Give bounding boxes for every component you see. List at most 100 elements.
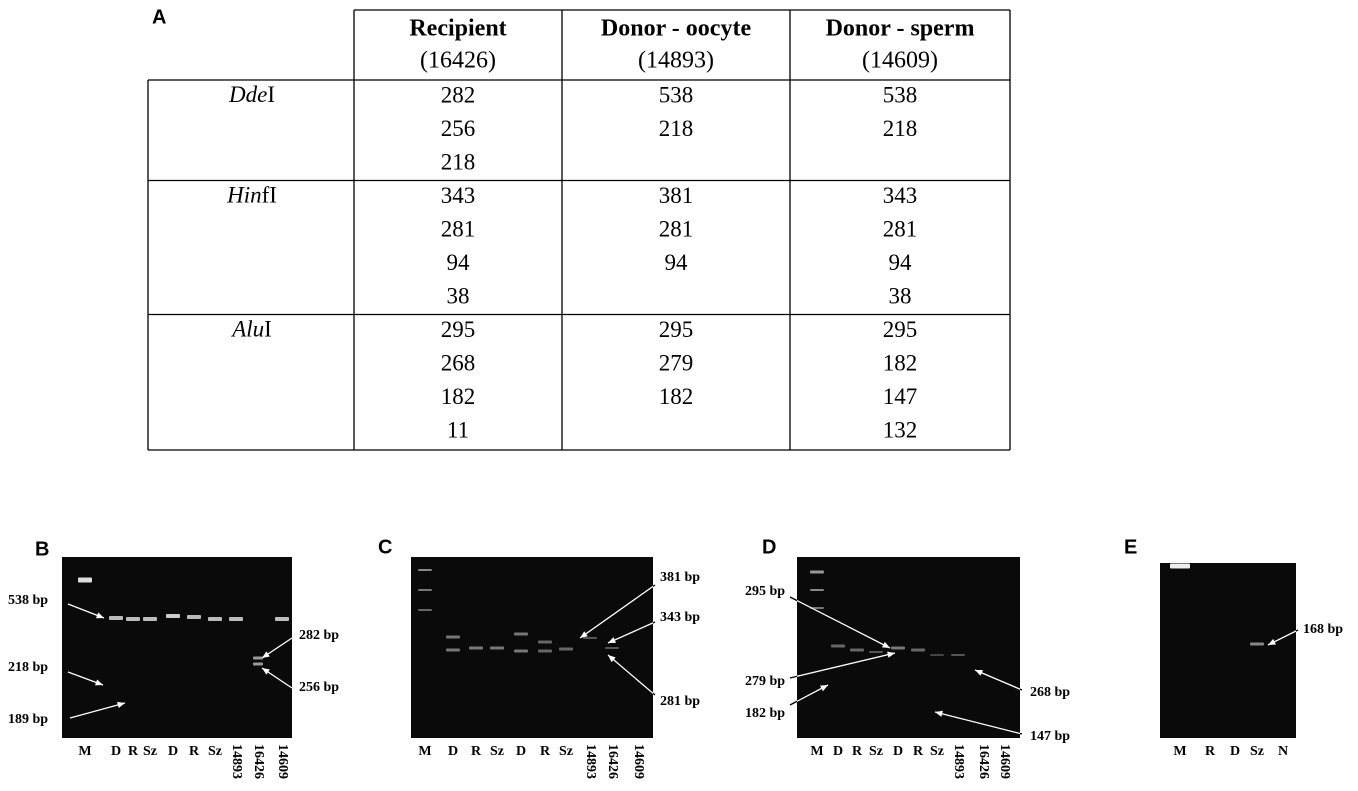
enzyme-italic: Hin: [226, 183, 262, 208]
band-annotation: 281 bp: [660, 694, 700, 709]
gel-band: [126, 617, 140, 621]
gel-image: [1160, 563, 1296, 738]
gel-band: [891, 647, 905, 650]
lane-label: 14893: [951, 744, 966, 779]
gel-band: [469, 647, 483, 650]
band-annotation: 343 bp: [660, 610, 700, 625]
gel-band: [166, 614, 180, 618]
gel-band: [911, 649, 925, 652]
band-annotation: 147 bp: [1030, 729, 1070, 744]
fragment-size: 182: [659, 384, 694, 409]
gel-band: [810, 589, 824, 591]
lane-label: 16426: [605, 744, 620, 779]
fragment-size: 182: [441, 384, 476, 409]
gel-band: [253, 657, 263, 660]
lane-label: D: [516, 744, 526, 759]
gel-band: [930, 654, 944, 656]
lane-label: Sz: [930, 744, 944, 759]
fragment-size: 282: [441, 82, 476, 107]
fragment-size: 343: [441, 183, 476, 208]
lane-label: M: [1173, 744, 1186, 759]
fragment-size: 343: [883, 183, 918, 208]
enzyme-suffix: I: [267, 82, 275, 107]
fragment-size: 256: [441, 116, 476, 141]
enzyme-suffix: I: [264, 317, 272, 342]
lane-label: D: [833, 744, 843, 759]
gel-band: [446, 636, 460, 639]
panel-label: D: [762, 536, 776, 558]
fragment-size: 381: [659, 183, 694, 208]
lane-label: R: [1205, 744, 1216, 759]
gel-band: [951, 654, 965, 656]
column-title: Recipient: [409, 16, 506, 42]
band-annotation: 256 bp: [299, 680, 339, 695]
fragment-size: 295: [659, 317, 694, 342]
lane-label: R: [471, 744, 482, 759]
gel-band: [538, 650, 552, 653]
fragment-size: 218: [441, 149, 476, 174]
fragment-size: 281: [441, 216, 476, 241]
gel-band: [187, 615, 201, 619]
gel-band: [514, 633, 528, 636]
gel-band: [78, 578, 92, 583]
lane-label: M: [810, 744, 823, 759]
band-annotation: 538 bp: [8, 593, 48, 608]
column-title: Donor - oocyte: [601, 16, 752, 42]
lane-label: D: [111, 744, 121, 759]
fragment-size: 38: [889, 283, 912, 308]
lane-label: 16426: [976, 744, 991, 779]
gel-band: [143, 617, 157, 621]
lane-label: R: [913, 744, 924, 759]
lane-label: Sz: [869, 744, 883, 759]
panel-label: A: [152, 6, 166, 28]
panel-label: C: [378, 536, 392, 558]
panel-label: E: [1124, 536, 1137, 558]
figure: A Recipient(16426)Donor - oocyte(14893)D…: [0, 0, 1358, 791]
gel-band: [605, 647, 619, 649]
lane-label: 14609: [275, 744, 290, 779]
lane-label: 14609: [631, 744, 646, 779]
lane-label: D: [893, 744, 903, 759]
gel-band: [810, 571, 824, 574]
gel-band: [446, 649, 460, 652]
band-annotation: 268 bp: [1030, 685, 1070, 700]
lane-label: M: [78, 744, 91, 759]
gel-band: [253, 663, 263, 666]
lane-label: D: [448, 744, 458, 759]
gel-band: [490, 647, 504, 650]
gel-band: [275, 617, 289, 621]
fragment-size: 279: [659, 350, 694, 375]
band-annotation: 168 bp: [1303, 622, 1343, 637]
gel-band: [538, 641, 552, 644]
gel-band: [1250, 643, 1264, 646]
fragment-size: 94: [889, 250, 913, 275]
gel-band: [208, 617, 222, 621]
gel-band: [418, 569, 432, 571]
fragment-size: 218: [883, 116, 918, 141]
lane-label: Sz: [559, 744, 573, 759]
lane-label: R: [540, 744, 551, 759]
band-annotation: 381 bp: [660, 570, 700, 585]
column-subtitle: (14609): [862, 48, 938, 74]
lane-label: Sz: [1250, 744, 1264, 759]
lane-label: 16426: [251, 744, 266, 779]
lane-label: D: [168, 744, 178, 759]
lane-label: N: [1278, 744, 1288, 759]
gel-band: [418, 589, 432, 591]
enzyme-suffix: fI: [262, 183, 277, 208]
gel-band: [583, 637, 597, 639]
lane-label: 14609: [997, 744, 1012, 779]
band-annotation: 279 bp: [745, 674, 785, 689]
band-annotation: 182 bp: [745, 706, 785, 721]
fragment-size: 132: [883, 417, 918, 442]
fragment-size: 295: [883, 317, 918, 342]
lane-label: Sz: [208, 744, 222, 759]
fragment-size: 538: [659, 82, 694, 107]
gel-band: [229, 617, 243, 621]
fragment-size: 281: [883, 216, 918, 241]
gel-band: [831, 645, 845, 648]
fragment-size: 182: [883, 350, 918, 375]
panel-label: B: [35, 538, 49, 560]
fragment-size: 94: [447, 250, 471, 275]
lane-label: Sz: [490, 744, 504, 759]
